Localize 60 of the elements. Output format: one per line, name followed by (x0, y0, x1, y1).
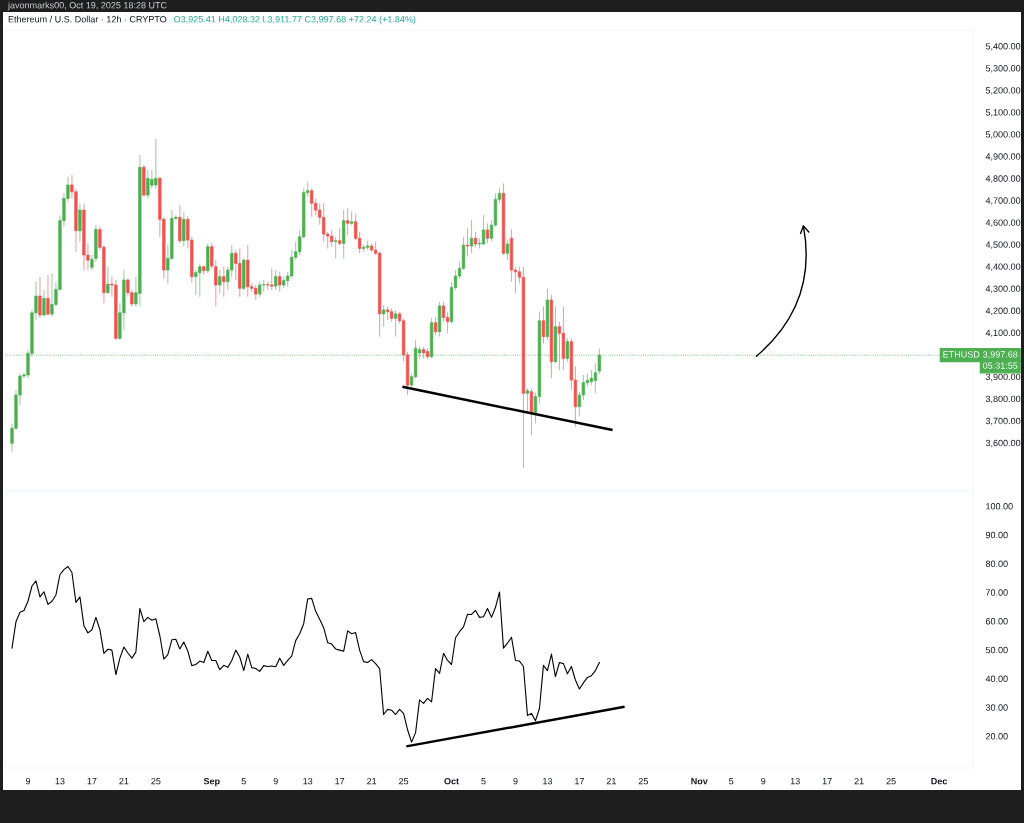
y-tick-label: 3,700.00 (985, 417, 1021, 426)
y-tick-label: 4,100.00 (985, 329, 1021, 338)
ref-line-label: ETHUSD (943, 351, 980, 358)
y-tick-label: 50.00 (985, 646, 1008, 654)
x-tick-label: 21 (367, 777, 377, 785)
x-tick-label: 13 (543, 777, 553, 785)
x-tick-label: 25 (151, 777, 161, 785)
x-tick-label: 13 (303, 777, 313, 785)
x-tick-label: Nov (691, 778, 708, 785)
y-tick-label: 4,500.00 (985, 241, 1021, 249)
y-tick-label: 5,300.00 (985, 65, 1021, 73)
y-tick-label: 5,200.00 (985, 87, 1021, 95)
x-tick-label: 21 (854, 777, 864, 785)
x-tick-label: 17 (822, 778, 832, 785)
y-tick-label: 70.00 (985, 589, 1008, 596)
x-tick-label: 21 (119, 777, 129, 785)
y-tick-label: 4,200.00 (985, 307, 1021, 316)
x-tick-label: Dec (931, 778, 948, 785)
text: javonmarks00, Oct 19, 2025 18:28 UTC (7, 1, 167, 11)
y-tick-label: 4,800.00 (985, 175, 1021, 183)
x-tick-label: 9 (25, 777, 31, 785)
y-tick-label: 30.00 (985, 704, 1008, 711)
x-tick-label: 25 (399, 777, 409, 785)
x-tick-label: 9 (513, 777, 518, 785)
x-tick-label: 17 (87, 778, 97, 785)
y-tick-label: 40.00 (985, 675, 1008, 682)
x-tick-label: 17 (575, 778, 584, 785)
x-tick-label: 13 (790, 777, 800, 785)
text: 3,997.68 (983, 351, 1018, 359)
x-tick-label: 13 (55, 777, 65, 785)
y-tick-label: 80.00 (985, 560, 1008, 567)
y-tick-label: 3,800.00 (985, 395, 1021, 404)
y-tick-label: 100.00 (986, 503, 1013, 510)
y-tick-label: 5,100.00 (985, 109, 1021, 117)
x-tick-label: 25 (638, 777, 648, 785)
y-tick-label: 5,000.00 (985, 131, 1021, 139)
chart-title: Ethereum / U.S. Dollar · 12h · CRYPTO (8, 15, 167, 23)
x-tick-label: 25 (886, 777, 896, 785)
y-tick-label: 5,400.00 (985, 43, 1021, 51)
y-tick-label: 4,600.00 (985, 219, 1021, 227)
x-tick-label: Oct (444, 777, 459, 785)
y-tick-label: 4,300.00 (985, 285, 1021, 293)
x-tick-label: Sep (203, 777, 220, 787)
y-tick-label: 90.00 (985, 531, 1008, 539)
y-tick-label: 4,900.00 (985, 153, 1021, 161)
x-tick-label: 9 (761, 777, 766, 785)
y-tick-label: 4,700.00 (985, 197, 1021, 205)
y-tick-label: 4,400.00 (985, 263, 1021, 271)
y-tick-label: 3,900.00 (985, 373, 1021, 382)
text: 05:31:55 (983, 362, 1018, 369)
y-tick-label: 3,600.00 (985, 439, 1021, 448)
x-tick-label: 17 (335, 778, 345, 785)
x-tick-label: 9 (273, 777, 278, 785)
text: O3,925.41 H4,028.32 L3,911.77 C3,997.68 +72.24 (+1.84%) (174, 15, 416, 25)
x-tick-label: 5 (729, 778, 734, 785)
x-tick-label: 5 (481, 778, 486, 785)
y-tick-label: 60.00 (985, 618, 1008, 625)
x-tick-label: 21 (606, 777, 616, 785)
x-tick-label: 5 (241, 778, 246, 785)
y-tick-label: 20.00 (985, 733, 1008, 740)
